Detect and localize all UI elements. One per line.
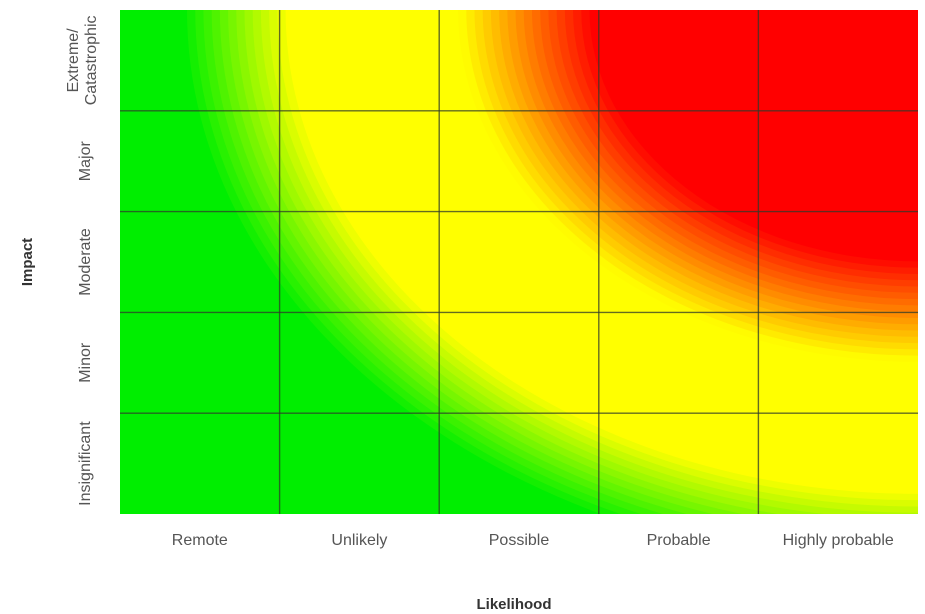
heat-band <box>909 10 918 17</box>
x-tick-label: Remote <box>172 532 228 549</box>
x-tick-label: Probable <box>647 532 711 549</box>
x-axis-tick-labels: Remote Unlikely Possible Probable Highly pro… <box>172 532 894 549</box>
x-tick-label: Possible <box>489 532 550 549</box>
y-tick-label: Major <box>77 141 94 182</box>
y-axis-tick-labels: Insignificant Minor Moderate Major Extreme/C… <box>65 15 100 505</box>
y-axis-title: Impact <box>19 238 36 286</box>
y-tick-label: Extreme/Catastrophic <box>65 15 100 105</box>
x-axis-title: Likelihood <box>477 596 552 613</box>
x-tick-label: Unlikely <box>331 532 387 549</box>
y-tick-label: Minor <box>77 342 94 383</box>
heatmap-gradient <box>120 10 918 514</box>
x-tick-label: Highly probable <box>783 532 894 549</box>
y-tick-label: Moderate <box>77 228 94 296</box>
grid <box>120 10 918 514</box>
y-tick-label: Insignificant <box>77 421 94 506</box>
